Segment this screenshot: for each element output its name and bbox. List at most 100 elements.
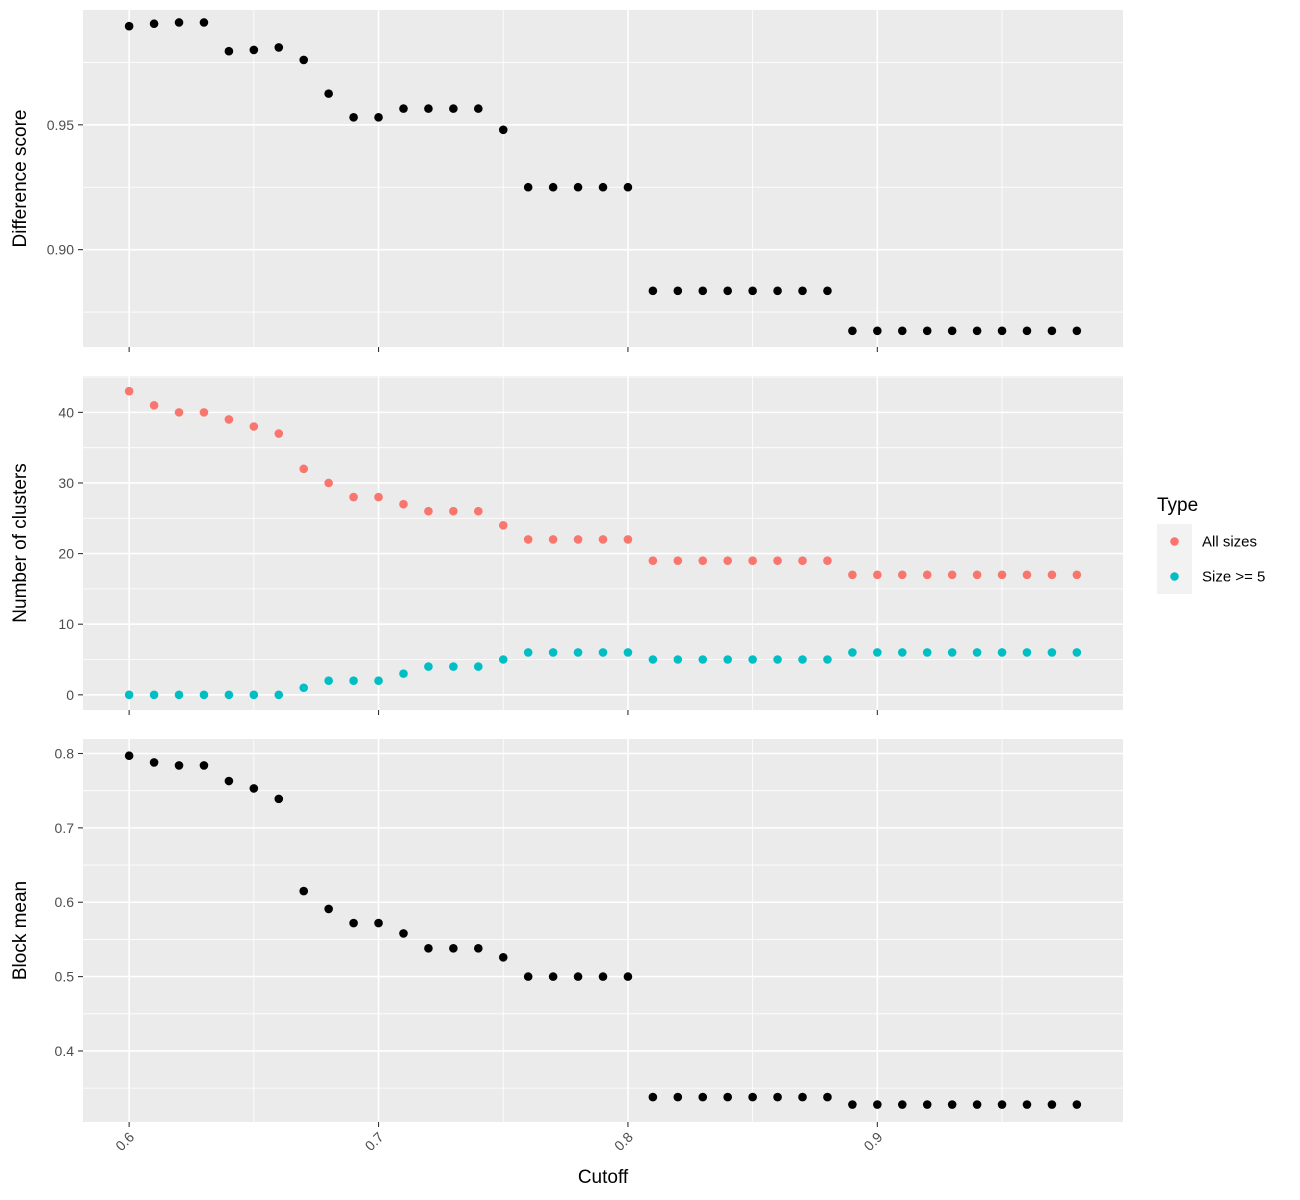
y-tick-label: 0.4 (55, 1043, 75, 1059)
data-point (648, 655, 658, 664)
y-tick-label: 0.95 (47, 117, 74, 133)
data-point (249, 690, 259, 700)
x-tick-label: 0.6 (112, 1129, 137, 1154)
data-point (997, 326, 1007, 336)
x-axis-title: Cutoff (578, 1167, 629, 1188)
data-point (274, 690, 284, 700)
data-point (473, 506, 483, 516)
data-point (374, 492, 383, 502)
data-point (349, 113, 358, 122)
data-point (798, 1092, 807, 1102)
data-point (848, 1100, 857, 1109)
data-point (1047, 570, 1057, 580)
data-point (299, 683, 309, 693)
data-point (249, 45, 259, 55)
legend-key-background (1157, 524, 1192, 594)
facet-panel-2: 0 10 20 30 40 Number of clusters (10, 376, 1123, 715)
data-point (199, 690, 209, 700)
data-point (498, 125, 508, 135)
legend-label: Size >= 5 (1202, 569, 1265, 586)
y-axis-title: Block mean (10, 881, 31, 980)
data-point (823, 286, 832, 296)
data-point (174, 761, 184, 770)
data-point (773, 286, 782, 296)
y-tick-label: 10 (58, 616, 74, 632)
data-point (698, 1092, 708, 1102)
legend-key (1170, 572, 1179, 581)
data-point (548, 648, 558, 657)
data-point (498, 655, 508, 664)
data-point (424, 506, 433, 516)
data-point (897, 326, 907, 336)
data-point (274, 794, 284, 804)
data-point (1072, 570, 1082, 580)
legend-key (1170, 537, 1179, 546)
data-point (324, 89, 333, 98)
data-point (548, 182, 558, 192)
data-point (1047, 648, 1057, 657)
data-point (997, 648, 1007, 657)
data-point (449, 506, 458, 516)
data-point (1022, 1100, 1032, 1109)
data-point (598, 972, 608, 981)
data-point (698, 286, 708, 296)
data-point (673, 655, 683, 664)
data-point (249, 784, 259, 793)
data-point (673, 556, 683, 565)
y-axis-title: Difference score (10, 110, 31, 248)
y-tick-label: 20 (58, 546, 74, 562)
y-tick-label: 0.8 (55, 746, 75, 762)
data-point (972, 570, 982, 580)
data-point (673, 1092, 683, 1102)
data-point (823, 655, 832, 664)
data-point (848, 326, 857, 336)
data-point (374, 918, 383, 928)
data-point (922, 648, 932, 657)
data-point (324, 676, 333, 685)
data-point (399, 669, 408, 678)
facet-panel-3: 0.4 0.5 0.6 0.7 0.8 Block mean (10, 739, 1123, 1127)
data-point (224, 776, 234, 786)
data-point (374, 676, 383, 685)
legend: Type All sizes Size >= 5 (1157, 495, 1265, 594)
data-point (922, 570, 932, 580)
series-1 (124, 751, 1082, 1109)
data-point (623, 972, 633, 981)
data-point (773, 1092, 782, 1102)
data-point (748, 286, 757, 296)
data-point (848, 570, 857, 580)
data-point (299, 55, 309, 65)
data-point (224, 690, 234, 700)
data-point (149, 690, 159, 700)
data-point (124, 690, 134, 700)
data-point (199, 408, 209, 417)
data-point (349, 676, 358, 685)
data-point (997, 1100, 1007, 1109)
data-point (922, 326, 932, 336)
data-point (748, 1092, 757, 1102)
data-point (174, 18, 184, 27)
data-point (473, 104, 483, 113)
data-point (873, 326, 882, 336)
data-point (224, 46, 234, 56)
data-point (598, 535, 608, 544)
data-point (623, 535, 633, 544)
data-point (648, 1092, 658, 1102)
data-point (947, 326, 957, 336)
y-tick-label: 40 (58, 404, 74, 420)
series-2 (124, 648, 1082, 700)
data-point (1047, 1100, 1057, 1109)
data-point (897, 648, 907, 657)
data-point (548, 972, 558, 981)
data-point (947, 1100, 957, 1109)
data-point (823, 556, 832, 565)
x-tick-label: 0.9 (860, 1129, 885, 1154)
data-point (972, 648, 982, 657)
data-point (498, 952, 508, 962)
data-point (324, 904, 333, 914)
data-point (723, 286, 733, 296)
data-point (698, 556, 708, 565)
data-point (174, 408, 184, 417)
data-point (149, 758, 159, 767)
data-point (573, 648, 583, 657)
